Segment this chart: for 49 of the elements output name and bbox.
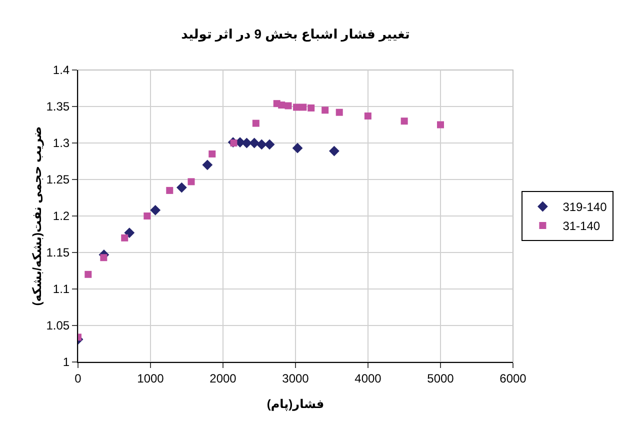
point xyxy=(188,178,195,186)
point xyxy=(364,112,372,120)
point xyxy=(400,118,408,125)
y-tick-label: 1 xyxy=(62,355,70,370)
point xyxy=(100,254,108,262)
point xyxy=(176,182,187,193)
point xyxy=(284,102,292,110)
chart-title: تغییر فشار اشباع بخش 9 در اثر تولید xyxy=(181,26,410,43)
y-tick-label: 1.05 xyxy=(46,318,70,333)
point xyxy=(121,234,128,242)
point xyxy=(150,204,161,216)
point xyxy=(249,138,260,148)
y-tick-label: 1.2 xyxy=(52,209,70,224)
y-tick-label: 1.25 xyxy=(46,172,70,187)
point xyxy=(278,102,286,109)
point xyxy=(208,150,216,158)
y-tick-label: 1.15 xyxy=(46,246,70,260)
point xyxy=(166,186,174,194)
y-tick-label: 1.3 xyxy=(52,136,70,150)
x-tick-label: 4000 xyxy=(354,371,382,386)
y-tick-label: 1.1 xyxy=(52,282,70,296)
point xyxy=(308,104,315,112)
point xyxy=(437,121,444,128)
point xyxy=(292,142,303,154)
point xyxy=(252,120,260,127)
legend-label: 31-140 xyxy=(562,219,600,234)
x-tick-label: 1000 xyxy=(137,371,164,386)
point xyxy=(202,160,213,170)
x-tick-label: 2000 xyxy=(210,371,237,386)
x-tick-label: 6000 xyxy=(500,371,527,386)
legend-label: 319-140 xyxy=(562,200,608,214)
x-tick-label: 3000 xyxy=(282,371,310,386)
point xyxy=(124,228,135,238)
point xyxy=(256,139,267,150)
x-tick-label: 5000 xyxy=(427,371,454,386)
point xyxy=(322,106,329,114)
point xyxy=(293,104,300,111)
point xyxy=(84,270,92,278)
y-tick-label: 1.35 xyxy=(46,100,70,114)
point xyxy=(336,108,343,116)
y-tick-label: 1.4 xyxy=(52,63,70,78)
point xyxy=(264,139,275,150)
x-tick-label: 0 xyxy=(74,371,82,386)
point xyxy=(329,146,340,156)
point xyxy=(300,104,307,111)
point xyxy=(230,140,238,146)
y-axis-title: ضریب حجمی نفت(بشکه/بشکه) xyxy=(30,126,44,306)
x-axis-title: فشار(پام) xyxy=(266,397,324,411)
point xyxy=(144,212,151,220)
